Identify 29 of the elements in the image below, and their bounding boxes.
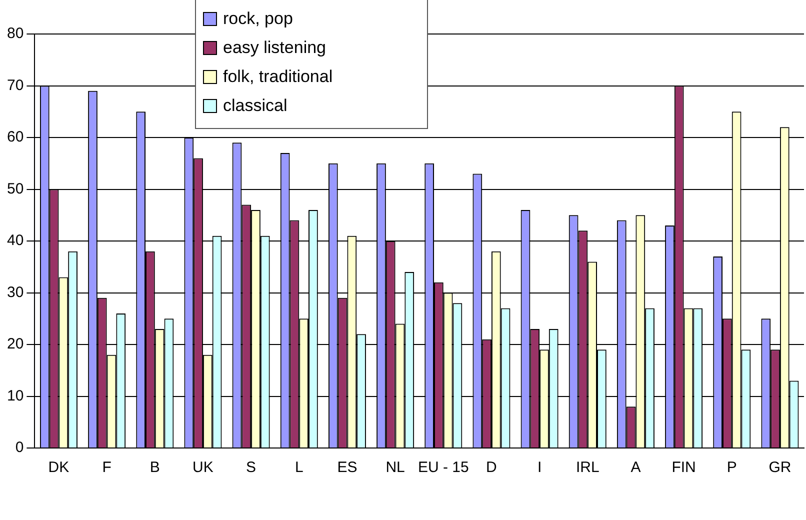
y-tick-label: 30 [6, 284, 24, 301]
x-tick-label: B [150, 459, 160, 476]
x-tick-label: ES [337, 459, 358, 476]
x-tick-label: FIN [672, 459, 696, 476]
legend-label: classical [223, 96, 288, 116]
x-tick-label: GR [768, 459, 792, 476]
x-tick-label: F [102, 459, 112, 476]
legend-label: rock, pop [223, 8, 293, 28]
legend-label: folk, traditional [223, 66, 333, 86]
x-tick-label: I [537, 459, 542, 476]
y-tick-label: 0 [15, 439, 24, 456]
y-tick-label: 40 [6, 232, 24, 250]
y-tick-label: 20 [6, 336, 24, 353]
y-tick-label: 50 [6, 180, 24, 198]
x-tick-label: A [630, 459, 641, 476]
x-tick-label: UK [192, 459, 214, 476]
x-tick-label: DK [48, 459, 70, 476]
x-tick-label: EU - 15 [418, 459, 469, 476]
y-tick-label: 60 [6, 128, 24, 146]
x-tick-label: S [246, 459, 256, 476]
x-tick-label: L [294, 459, 304, 476]
x-tick-label: IRL [576, 459, 600, 476]
y-tick-label: 10 [6, 387, 24, 404]
x-tick-label: NL [386, 459, 405, 476]
legend-label: easy listening [223, 38, 326, 58]
x-tick-label: D [486, 459, 498, 476]
y-tick-label: 80 [6, 25, 24, 42]
x-tick-label: P [726, 459, 737, 476]
y-tick-label: 70 [6, 76, 24, 94]
